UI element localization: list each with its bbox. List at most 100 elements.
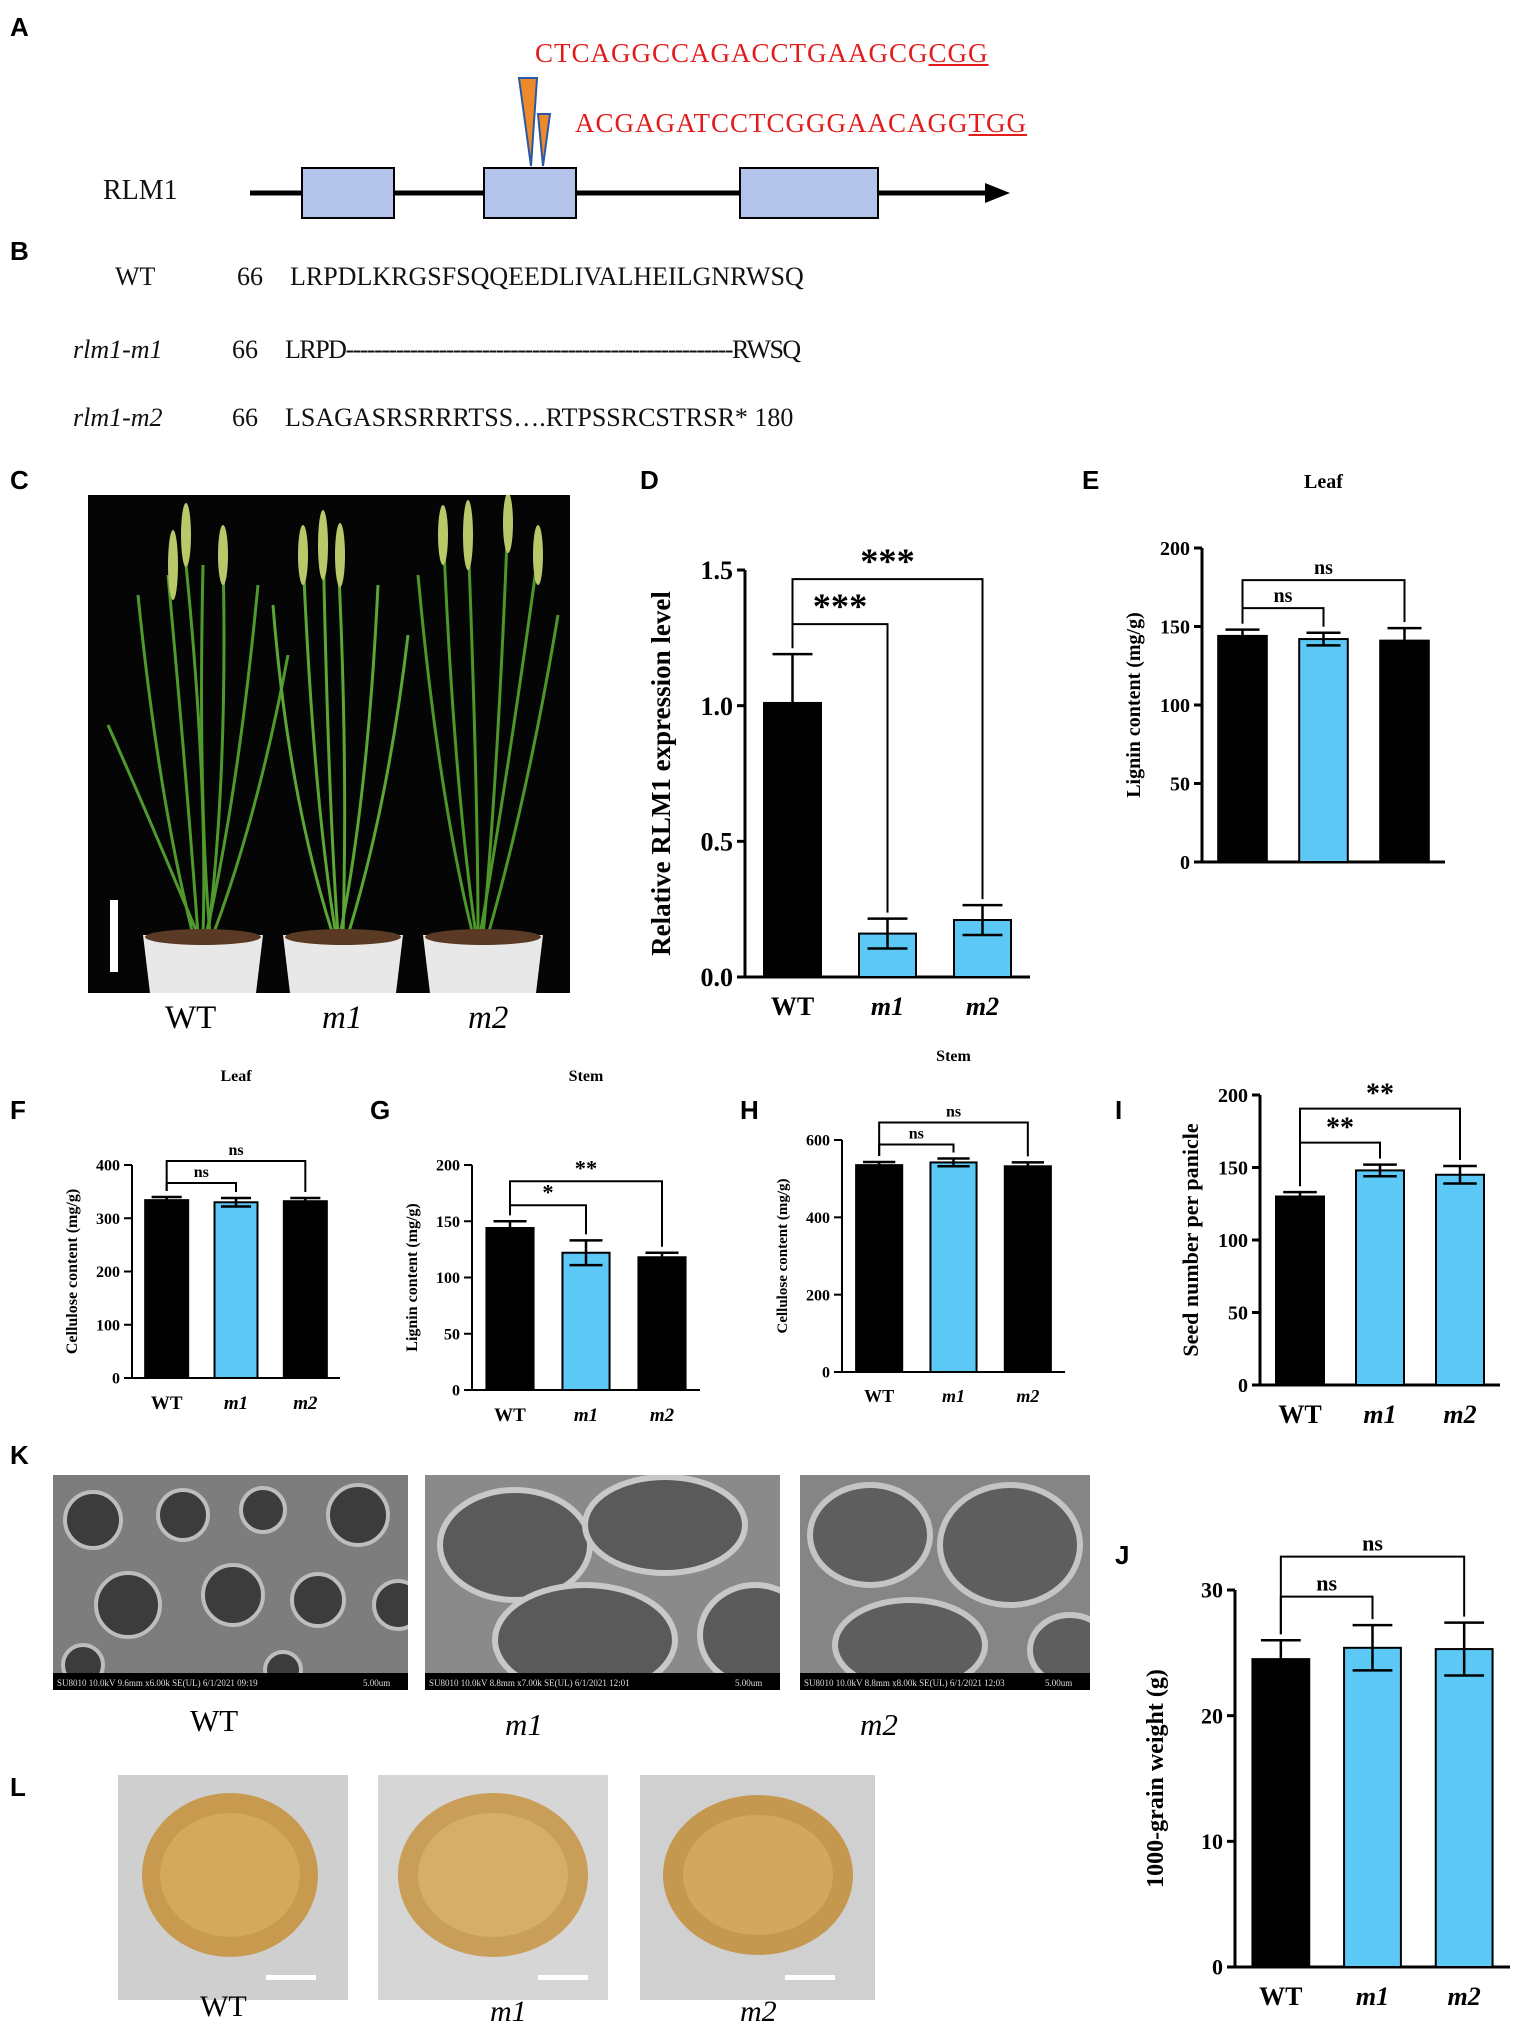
bar-WT <box>144 1199 190 1379</box>
chart-title: Stem <box>569 1068 604 1085</box>
alignment-row-seq: LRPDLKRGSFSQQEEDLIVALHEILGNRWSQ <box>290 262 804 291</box>
sem-label-m2: m2 <box>860 1707 898 1742</box>
significance-label: *** <box>813 586 868 626</box>
chart-title: Leaf <box>220 1068 252 1085</box>
y-tick-label: 200 <box>806 1287 830 1304</box>
y-tick-label: 0 <box>452 1383 460 1400</box>
y-tick-label: 0.5 <box>701 827 734 856</box>
y-tick-label: 100 <box>1160 695 1190 717</box>
bar-m1 <box>1355 1169 1405 1386</box>
chart-g-stem-lignin: Stem 0 50 100 150 200 Lignin content (mg/g) WT m… <box>404 1068 700 1426</box>
y-tick-label: 300 <box>96 1211 120 1228</box>
x-tick-label: m1 <box>574 1405 598 1426</box>
y-tick-label: 0 <box>1180 852 1190 873</box>
bar-WT <box>1275 1195 1325 1386</box>
sem-scale-m2: 5.00um <box>1045 1678 1072 1688</box>
sem-scale-m1: 5.00um <box>735 1678 762 1688</box>
y-axis-label: Lignin content (mg/g) <box>404 1203 421 1351</box>
significance-label: ns <box>909 1126 924 1143</box>
alignment-row-pos: 66 <box>232 403 258 432</box>
scale-bar <box>538 1975 588 1980</box>
chart-h-stem-cellulose: Stem 0 200 400 600 Cellulose content (mg/g) WT… <box>775 1048 1065 1406</box>
significance-bracket <box>878 1143 955 1157</box>
x-tick-label: m2 <box>293 1393 318 1414</box>
y-axis-label: Lignin content (mg/g) <box>1123 612 1145 798</box>
alignment-row-pos: 66 <box>237 262 263 291</box>
scale-bar <box>266 1975 316 1980</box>
sgrna-2-target-marker <box>536 113 552 167</box>
gene-name-label: RLM1 <box>103 175 178 206</box>
sem-image-m1: SU8010 10.0kV 8.8mm x7.00k SE(UL) 6/1/20… <box>425 1475 780 1690</box>
y-tick-label: 30 <box>1201 1578 1223 1603</box>
significance-label: *** <box>860 541 915 581</box>
bar-WT <box>855 1164 904 1373</box>
sgrna-1-target-marker <box>517 77 539 167</box>
x-tick-label: WT <box>864 1386 894 1406</box>
x-tick-label: m2 <box>1443 1400 1476 1429</box>
y-axis-label: 1000-grain weight (g) <box>1143 1669 1169 1888</box>
exon-1 <box>301 167 395 219</box>
grain-label-wt: WT <box>200 1990 247 2023</box>
grain-pile-m1 <box>398 1793 588 1980</box>
x-tick-label: m1 <box>871 992 904 1021</box>
bar-m2 <box>1435 1173 1485 1386</box>
chart-f-leaf-cellulose: Leaf 0 100 200 300 400 Cellulose content (mg/g… <box>64 1068 340 1414</box>
x-tick-label: m2 <box>1016 1386 1039 1406</box>
x-tick-label: m1 <box>224 1393 248 1414</box>
significance-bracket <box>165 1181 237 1193</box>
sem-image-wt: SU8010 10.0kV 9.6mm x6.00k SE(UL) 6/1/20… <box>53 1475 408 1690</box>
panel-label-e: E <box>1082 465 1100 495</box>
sem-cells-m1: SU8010 10.0kV 8.8mm x7.00k SE(UL) 6/1/20… <box>425 1475 780 1690</box>
bar-m1 <box>213 1201 259 1379</box>
y-tick-label: 0.0 <box>701 963 734 992</box>
grain-pile-m2 <box>663 1795 853 1980</box>
significance-label: ns <box>1274 585 1293 607</box>
panel-label-j: J <box>1115 1540 1130 1570</box>
significance-bracket <box>1241 579 1406 624</box>
y-tick-label: 0 <box>1238 1375 1248 1397</box>
y-tick-label: 0 <box>1212 1955 1223 1980</box>
y-tick-label: 200 <box>1160 538 1190 560</box>
y-tick-label: 600 <box>806 1133 830 1150</box>
y-axis-label: Relative RLM1 expression level <box>646 591 676 956</box>
significance-bracket <box>1241 607 1325 627</box>
sgrna-2-pam: TGG <box>968 108 1028 138</box>
sgrna-1-pam: CGG <box>928 38 989 68</box>
y-tick-label: 400 <box>806 1210 830 1227</box>
significance-label: ns <box>1316 1571 1337 1596</box>
y-axis-label: Cellulose content (mg/g) <box>64 1189 81 1354</box>
panel-label-k: K <box>10 1440 29 1470</box>
alignment-row-name: rlm1-m2 <box>73 403 163 432</box>
significance-label: ** <box>1366 1079 1394 1110</box>
y-axis-label: Seed number per panicle <box>1178 1123 1203 1356</box>
x-tick-label: m1 <box>1356 1982 1389 2011</box>
y-tick-label: 150 <box>436 1214 460 1231</box>
panel-label-d: D <box>640 465 659 495</box>
bar-m1 <box>929 1161 978 1373</box>
bar-m2 <box>1003 1165 1052 1373</box>
sgrna-2-sequence: ACGAGATCCTCGGGAACAGGTGG <box>575 108 1027 139</box>
panel-label-l: L <box>10 1772 26 1802</box>
x-tick-label: WT <box>1259 1982 1302 2011</box>
alignment-row-pos: 66 <box>232 335 258 364</box>
sem-scale-wt: 5.00um <box>363 1678 390 1688</box>
bar-m1 <box>1343 1646 1402 1968</box>
sem-label-wt: WT <box>190 1703 239 1738</box>
bar-m2 <box>1434 1648 1494 1969</box>
sem-info-m1: SU8010 10.0kV 8.8mm x7.00k SE(UL) 6/1/20… <box>429 1678 630 1688</box>
panicles <box>168 495 543 600</box>
gene-direction-arrowhead <box>985 183 1010 203</box>
significance-label: ns <box>1314 557 1333 579</box>
plant-m2 <box>416 514 560 936</box>
rice-plants-photo <box>88 495 570 993</box>
alignment-row-seq: LSAGASRSRRRTSS….RTPSSRCSTRSR* 180 <box>285 403 794 432</box>
scale-bar <box>110 900 118 972</box>
exon-2 <box>483 167 577 219</box>
scale-bar <box>785 1975 835 1980</box>
y-tick-label: 0 <box>822 1365 830 1382</box>
panel-label-i: I <box>1115 1095 1123 1125</box>
soil <box>145 929 541 945</box>
grain-label-m2: m2 <box>740 1995 777 2028</box>
x-tick-label: WT <box>151 1393 183 1414</box>
